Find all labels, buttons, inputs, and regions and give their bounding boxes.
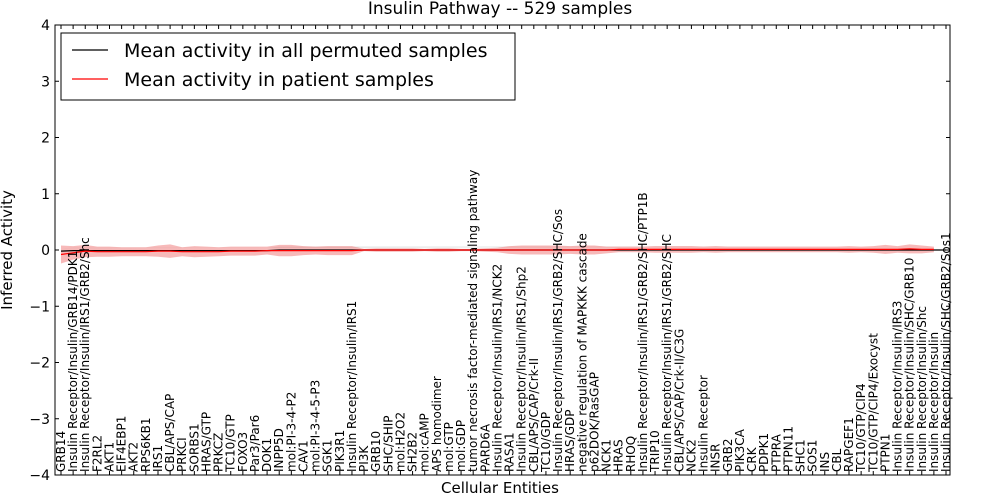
x-category-label: Insulin Receptor/Insulin/IRS1/GRB2/SHC/S…: [551, 209, 565, 472]
x-category-label: RHOQ: [624, 436, 638, 472]
x-category-label: SH2B2: [406, 432, 420, 472]
x-category-label: HRAS/GDP: [563, 409, 577, 472]
x-category-label: mol:H2O2: [394, 412, 408, 472]
x-category-label: PARD6A: [478, 423, 492, 472]
x-category-label: SORBS1: [187, 423, 201, 472]
x-category-label: Insulin Receptor/Insulin/IRS3: [891, 301, 905, 472]
x-category-label: GRB10: [369, 431, 383, 472]
x-category-label: mol:PI-3-4-5-P3: [309, 380, 323, 472]
plot-area: [60, 244, 946, 264]
y-tick-label: 4: [41, 18, 50, 34]
x-category-label: TC10/GTP/CIP4: [854, 383, 868, 473]
x-category-label: PTPN1: [878, 434, 892, 472]
x-category-label: Insulin Receptor/Insulin/Shc: [915, 306, 929, 472]
x-category-label: HRAS/GTP: [200, 412, 214, 472]
x-category-label: PDPK1: [757, 433, 771, 472]
y-tick-label: −3: [29, 412, 50, 428]
x-category-label: PI3K: [357, 445, 371, 472]
y-tick-label: −1: [29, 299, 50, 315]
x-category-label: Insulin Receptor/Insulin/SHC/GRB2/Sos1: [939, 232, 953, 472]
chart-title: Insulin Pathway -- 529 samples: [368, 0, 633, 19]
x-category-label: CBL/APS/CAP: [163, 394, 177, 472]
x-category-label: RPS6KB1: [139, 417, 153, 472]
x-category-label: TC10/GDP: [539, 412, 553, 473]
x-category-label: Insulin Receptor/Insulin/SHC/GRB10: [903, 258, 917, 472]
x-category-label: PTPRA: [769, 433, 783, 472]
x-category-label: Insulin Receptor/Insulin/IRS1/GRB2/Shc: [78, 237, 92, 472]
x-category-label: HRAS: [612, 439, 626, 472]
x-category-label: Insulin Receptor: [697, 375, 711, 472]
x-category-label: PRKCZ: [212, 433, 226, 472]
x-category-label: TRIP10: [648, 430, 662, 473]
x-category-label: IRS1: [151, 445, 165, 472]
y-tick-label: 3: [41, 74, 50, 90]
series-1-line: [60, 248, 934, 256]
y-axis-title: Inferred Activity: [0, 190, 16, 310]
y-tick-label: −2: [29, 356, 50, 372]
x-category-label: INS: [818, 452, 832, 472]
x-category-label: EIF4EBP1: [115, 416, 129, 472]
x-category-label: mol:GDP: [454, 420, 468, 472]
x-category-label: PIK3CA: [733, 428, 747, 472]
x-category-label: tumor necrosis factor-mediated signaling…: [466, 170, 480, 472]
x-category-label: CBL: [830, 448, 844, 472]
y-axis: −4 −3 −2 −1 0 1 2 3 4: [29, 18, 950, 484]
x-category-label: NCK1: [600, 439, 614, 472]
x-category-label: INPP5D: [272, 428, 286, 472]
x-category-label: GRB2: [721, 439, 735, 473]
x-category-label: TC10/GTP/CIP4/Exocyst: [866, 333, 880, 473]
x-category-label: Par3/Par6: [248, 415, 262, 472]
x-category-label: RASA1: [503, 432, 517, 472]
x-category-label: Insulin Receptor/Insulin: [927, 332, 941, 472]
x-category-label: Insulin Receptor/Insulin/IRS1: [345, 301, 359, 472]
x-category-label: Insulin Receptor/Insulin/IRS1/GRB2/SHC: [660, 234, 674, 472]
x-category-label: FOXO3: [236, 432, 250, 472]
x-category-label: DOK1: [260, 438, 274, 472]
x-category-label: mol:GTP: [442, 422, 456, 472]
x-category-label: F2RL2: [90, 435, 104, 472]
x-category-label: APS homodimer: [430, 376, 444, 472]
x-category-label: p62DOK/RasGAP: [587, 372, 601, 472]
x-category-label: TC10/GTP: [224, 414, 238, 473]
x-category-label: mol:cAMP: [418, 413, 432, 472]
x-category-label: SOS1: [806, 440, 820, 472]
x-category-label: mol:PI-3-4-P2: [284, 392, 298, 472]
x-category-label: GRB14: [54, 431, 68, 472]
x-category-label: SGK1: [321, 440, 335, 472]
y-tick-label: 0: [41, 243, 50, 259]
x-category-label: Insulin Receptor/Insulin/IRS1/GRB2/SHC/P…: [636, 192, 650, 472]
x-category-label: PIK3R1: [333, 430, 347, 472]
x-category-label: PRKCI: [175, 437, 189, 472]
legend-label-1: Mean activity in patient samples: [124, 69, 434, 91]
x-category-label: SHC1: [794, 439, 808, 472]
x-category-label: negative regulation of MAPKKK cascade: [575, 233, 589, 472]
x-category-label: INSR: [709, 444, 723, 472]
x-category-label: Insulin Receptor/Insulin/GRB14/PDK1: [66, 251, 80, 472]
x-category-label: CRK: [745, 446, 759, 472]
x-category-label: Insulin Receptor/Insulin/IRS1/Shp2: [515, 266, 529, 472]
y-tick-label: −4: [29, 468, 50, 484]
legend-box: [60, 32, 516, 101]
y-tick-label: 1: [41, 187, 50, 203]
x-category-label: NCK2: [684, 439, 698, 472]
x-category-label: CBL/APS/CAP/Crk-II/C3G: [672, 329, 686, 472]
plot-frame: [54, 24, 951, 476]
legend-label-0: Mean activity in all permuted samples: [124, 40, 487, 62]
x-axis-title: Cellular Entities: [441, 479, 559, 497]
legend: Mean activity in all permuted samples Mea…: [60, 32, 516, 101]
x-category-label: Insulin Receptor/Insulin/IRS1/NCK2: [490, 264, 504, 472]
x-category-label: CAV1: [297, 440, 311, 472]
x-category-label: PTPN11: [781, 426, 795, 472]
x-category-label: RAPGEF1: [842, 417, 856, 472]
x-category-label: AKT2: [127, 442, 141, 472]
x-category-label: AKT1: [103, 442, 117, 472]
x-category-label: CBL/APS/CAP/Crk-II: [527, 358, 541, 472]
y-tick-label: 2: [41, 131, 50, 147]
x-category-label: SHC/SHIP: [381, 415, 395, 471]
